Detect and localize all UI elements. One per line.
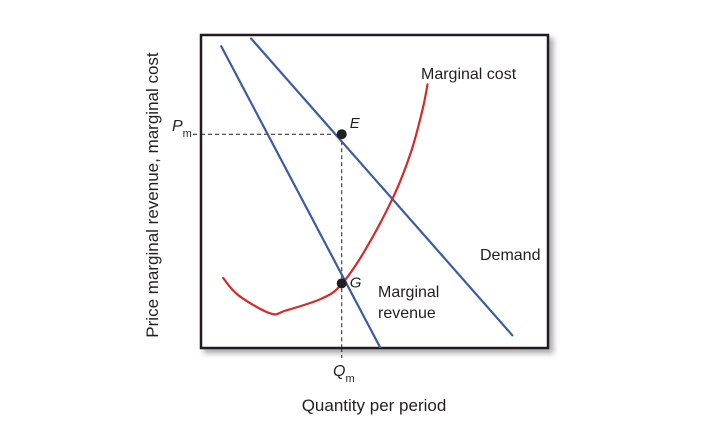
points-layer: EG: [336, 115, 362, 291]
y-tick-sub: m: [183, 128, 192, 140]
y-tick-main: P: [172, 118, 183, 135]
x-tick-sub: m: [345, 373, 354, 385]
x-tick-main: Q: [333, 363, 345, 380]
point-g: [336, 278, 347, 289]
point-label-e: E: [350, 115, 361, 132]
point-label-g: G: [350, 274, 362, 291]
x-tick-label-qm: Qm: [333, 363, 355, 385]
marginal-revenue-label-line1: Marginal: [378, 284, 439, 301]
demand-line: [250, 37, 514, 337]
y-tick-label-pm: Pm: [172, 118, 192, 140]
marginal-revenue-label-line2: revenue: [378, 305, 436, 322]
marginal-revenue-line: [220, 45, 382, 348]
demand-label: Demand: [480, 247, 540, 264]
y-axis-label: Price marginal revenue, marginal cost: [143, 52, 162, 338]
x-axis-label: Quantity per period: [302, 396, 447, 415]
plot-area: [199, 33, 550, 350]
marginal-cost-label: Marginal cost: [421, 66, 517, 83]
guide-lines: [193, 133, 343, 358]
point-e: [336, 129, 347, 140]
